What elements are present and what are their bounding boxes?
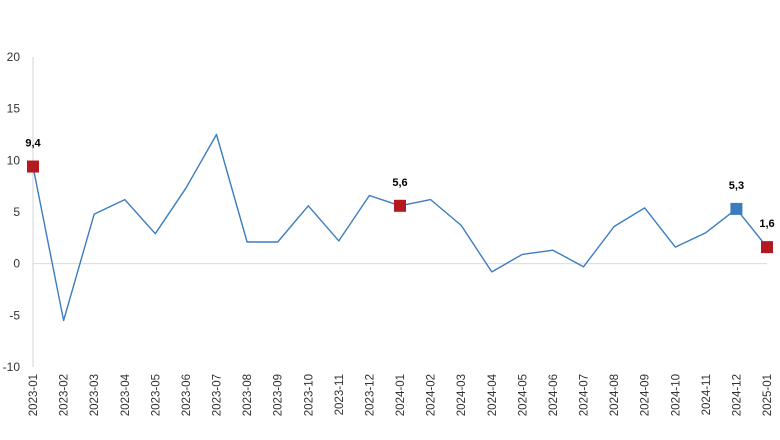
x-tick-label: 2024-04 — [487, 373, 499, 416]
x-tick-label: 2023-12 — [364, 374, 376, 416]
data-point-label: 5,3 — [729, 180, 744, 192]
y-tick-label: 5 — [13, 205, 20, 219]
x-tick-label: 2024-10 — [670, 374, 682, 416]
y-tick-label: -10 — [3, 360, 21, 374]
y-tick-label: -5 — [9, 308, 20, 322]
x-tick-label: 2023-10 — [303, 374, 315, 416]
y-tick-label: 0 — [13, 257, 20, 271]
y-tick-label: 15 — [7, 102, 21, 116]
x-tick-label: 2024-08 — [609, 374, 621, 416]
x-tick-label: 2024-09 — [640, 374, 652, 416]
x-tick-label: 2023-05 — [150, 374, 162, 416]
data-point-label: 5,6 — [392, 177, 407, 189]
x-tick-label: 2023-04 — [120, 373, 132, 416]
data-point-label: 9,4 — [25, 138, 41, 150]
data-point-marker — [394, 199, 406, 212]
x-tick-label: 2024-12 — [731, 374, 743, 416]
data-point-marker — [27, 160, 39, 173]
data-point-label: 1,6 — [759, 218, 774, 230]
x-tick-label: 2024-02 — [426, 374, 438, 416]
x-tick-label: 2023-09 — [273, 374, 285, 416]
x-tick-label: 2025-01 — [762, 374, 774, 416]
x-tick-label: 2023-08 — [242, 374, 254, 416]
highlight-markers — [27, 160, 773, 254]
x-tick-label: 2024-03 — [456, 374, 468, 416]
series-line — [32, 133, 768, 322]
x-tick-label: 2023-11 — [334, 374, 346, 415]
x-tick-label: 2024-07 — [579, 374, 591, 416]
x-tick-label: 2023-02 — [59, 374, 71, 416]
y-tick-label: 10 — [7, 153, 21, 167]
x-tick-label: 2023-07 — [212, 374, 224, 416]
x-tick-label: 2024-05 — [517, 374, 529, 416]
x-tick-label: 2024-01 — [395, 374, 407, 416]
x-tick-label: 2024-06 — [548, 374, 560, 416]
x-tick-label: 2023-06 — [181, 374, 193, 416]
x-tick-label: 2023-01 — [28, 374, 40, 416]
y-tick-label: 20 — [7, 50, 21, 64]
y-axis-ticks: 20 15 10 5 0 -5 -10 — [3, 50, 21, 374]
data-point-marker — [730, 202, 743, 215]
data-point-marker — [761, 241, 773, 254]
x-tick-label: 2024-11 — [701, 374, 713, 415]
x-tick-label: 2023-03 — [89, 374, 101, 416]
x-axis-ticks: 2023-01 2023-02 2023-03 2023-04 2023-05 2023-… — [28, 373, 774, 416]
data-labels: 9,4 5,6 5,3 1,6 — [25, 138, 774, 231]
